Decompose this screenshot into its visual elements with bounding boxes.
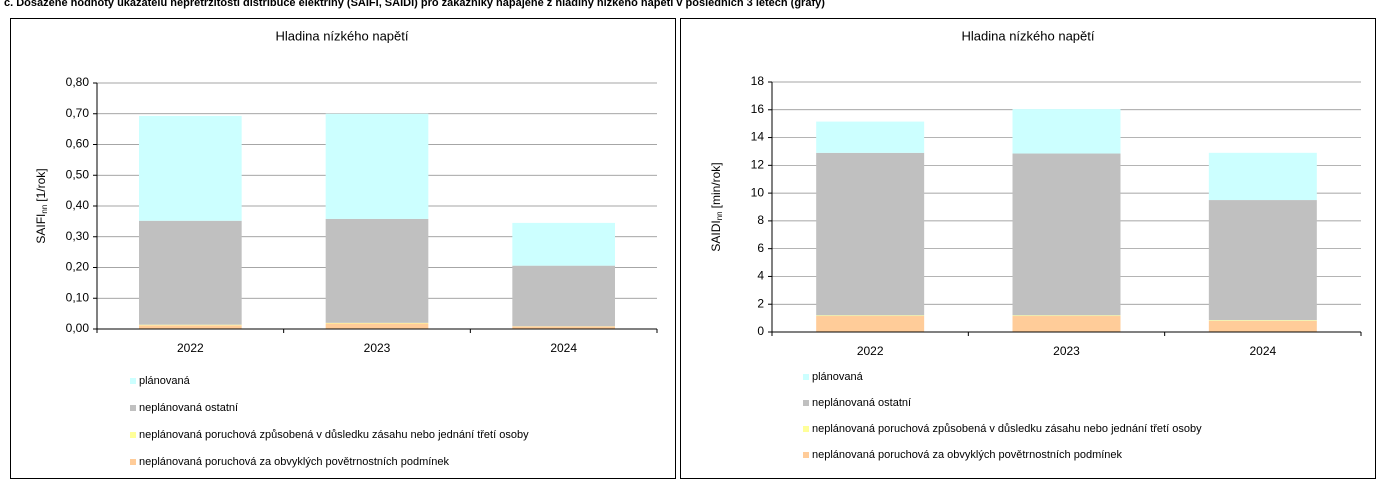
x-tick-label: 2023 (1053, 344, 1080, 358)
legend-swatch (130, 378, 136, 384)
legend-label: plánovaná (139, 375, 191, 387)
panel (680, 18, 1376, 479)
y-tick-label: 10 (751, 185, 765, 199)
y-tick-label: 4 (757, 269, 764, 283)
bar-segment (1208, 200, 1317, 321)
bar-segment (816, 315, 925, 317)
bar-segment (1208, 320, 1317, 321)
bar-segment (816, 121, 925, 153)
panel (10, 18, 676, 479)
legend-label: neplánovaná poruchová za obvyklých povět… (139, 456, 450, 468)
bar-segment (325, 218, 429, 323)
y-tick-label: 18 (751, 74, 765, 88)
bar-segment (1012, 109, 1121, 154)
legend-swatch (130, 459, 136, 465)
legend-swatch (803, 426, 809, 432)
legend-label: neplánovaná poruchová za obvyklých povět… (812, 449, 1123, 461)
y-tick-label: 8 (757, 213, 764, 227)
legend-label: neplánovaná poruchová způsobená v důsled… (139, 429, 529, 441)
chart-title: Hladina nízkého napětí (962, 28, 1095, 43)
y-label-unit: [min/rok] (709, 162, 723, 208)
x-tick-label: 2022 (857, 344, 884, 358)
y-tick-label: 0,10 (66, 290, 90, 304)
y-tick-label: 0 (757, 324, 764, 338)
bar-segment (1012, 315, 1121, 317)
bar-segment (512, 265, 615, 327)
x-tick-label: 2022 (177, 341, 204, 355)
bar-segment (325, 323, 429, 329)
legend-label: neplánovaná poruchová způsobená v důsled… (812, 423, 1202, 435)
y-axis-label: SAIFInn [1/rok] (34, 168, 49, 243)
y-tick-label: 12 (751, 158, 765, 172)
legend-swatch (803, 374, 809, 380)
y-tick-label: 0,40 (66, 198, 90, 212)
y-tick-label: 16 (751, 102, 765, 116)
y-label-sub: nn (40, 205, 49, 214)
y-tick-label: 0,70 (66, 106, 90, 120)
x-tick-label: 2024 (550, 341, 577, 355)
y-tick-label: 2 (757, 296, 764, 310)
bar-segment (512, 222, 615, 266)
bar-segment (139, 325, 242, 329)
bar-segment (325, 113, 429, 219)
y-tick-label: 14 (751, 130, 765, 144)
y-tick-label: 6 (757, 241, 764, 255)
y-tick-label: 0,30 (66, 229, 90, 243)
y-label-unit: [1/rok] (34, 168, 48, 201)
chart-title: Hladina nízkého napětí (276, 28, 409, 43)
x-tick-label: 2024 (1249, 344, 1276, 358)
y-tick-label: 0,60 (66, 137, 90, 151)
legend-swatch (803, 400, 809, 406)
legend-swatch (130, 405, 136, 411)
y-axis-label: SAIDInn [min/rok] (709, 162, 724, 251)
bar-segment (816, 316, 925, 332)
bar-segment (139, 115, 242, 221)
legend-swatch (130, 432, 136, 438)
bar-segment (1208, 320, 1317, 332)
legend-label: plánovaná (812, 371, 864, 383)
legend-swatch (803, 452, 809, 458)
legend-label: neplánovaná ostatní (139, 402, 238, 414)
y-tick-label: 0,00 (66, 321, 90, 335)
bar-segment (1012, 153, 1121, 316)
bar-segment (512, 326, 615, 329)
bar-segment (1208, 152, 1317, 201)
y-label-main: SAIDI (709, 220, 723, 251)
y-label-main: SAIFI (34, 214, 48, 244)
y-tick-label: 0,20 (66, 260, 90, 274)
header: c. Dosažené hodnoty ukazatelů nepřetržit… (4, 0, 825, 9)
bar-segment (139, 324, 242, 326)
y-tick-label: 0,80 (66, 75, 90, 89)
bar-segment (816, 152, 925, 316)
bar-segment (139, 220, 242, 325)
x-tick-label: 2023 (364, 341, 391, 355)
bar-segment (1012, 316, 1121, 332)
legend-label: neplánovaná ostatní (812, 397, 911, 409)
y-tick-label: 0,50 (66, 167, 90, 181)
y-label-sub: nn (715, 211, 724, 220)
bar-segment (325, 322, 429, 324)
